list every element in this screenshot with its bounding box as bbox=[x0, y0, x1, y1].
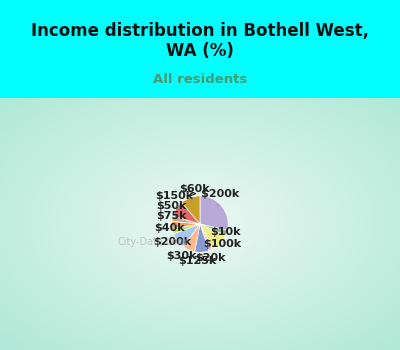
Wedge shape bbox=[183, 224, 200, 252]
Wedge shape bbox=[174, 224, 200, 247]
Text: $200k: $200k bbox=[153, 237, 191, 247]
Text: Income distribution in Bothell West,
WA (%): Income distribution in Bothell West, WA … bbox=[31, 22, 369, 60]
Wedge shape bbox=[182, 196, 200, 224]
Text: $75k: $75k bbox=[156, 211, 187, 225]
Wedge shape bbox=[173, 203, 200, 224]
Text: > $200k: > $200k bbox=[188, 189, 240, 206]
Text: $50k: $50k bbox=[156, 201, 187, 217]
Text: $100k: $100k bbox=[203, 239, 241, 249]
Text: $125k: $125k bbox=[178, 251, 216, 266]
Wedge shape bbox=[200, 224, 212, 251]
Wedge shape bbox=[172, 224, 200, 234]
Text: All residents: All residents bbox=[153, 73, 247, 86]
Text: $40k: $40k bbox=[154, 223, 185, 233]
Text: $10k: $10k bbox=[210, 227, 240, 237]
Wedge shape bbox=[195, 224, 209, 252]
Wedge shape bbox=[200, 224, 226, 250]
Text: $150k: $150k bbox=[155, 191, 193, 208]
Wedge shape bbox=[200, 224, 228, 236]
Text: City-Data.com: City-Data.com bbox=[118, 237, 187, 247]
Text: $60k: $60k bbox=[180, 184, 210, 202]
Wedge shape bbox=[200, 196, 228, 230]
Text: $30k: $30k bbox=[167, 246, 197, 261]
Wedge shape bbox=[172, 216, 200, 224]
Text: $20k: $20k bbox=[195, 246, 225, 263]
Wedge shape bbox=[172, 221, 200, 229]
